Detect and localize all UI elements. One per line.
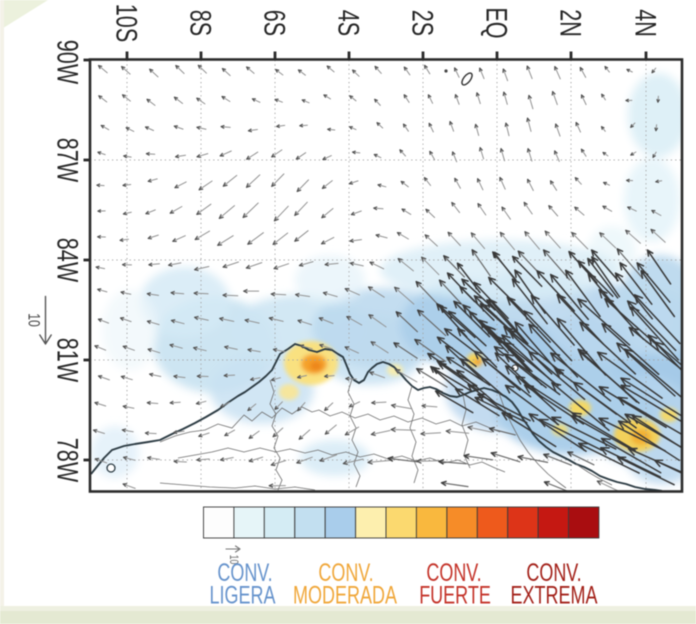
svg-text:8S: 8S — [184, 10, 218, 36]
svg-text:81W: 81W — [51, 338, 85, 383]
svg-text:MODERADA: MODERADA — [293, 581, 397, 610]
svg-text:2S: 2S — [406, 10, 440, 36]
svg-text:78W: 78W — [51, 438, 85, 483]
svg-text:FUERTE: FUERTE — [419, 581, 491, 610]
svg-text:6S: 6S — [258, 10, 292, 36]
svg-text:87W: 87W — [51, 138, 85, 183]
svg-text:EXTREMA: EXTREMA — [511, 581, 598, 610]
svg-text:LIGERA: LIGERA — [210, 581, 276, 610]
svg-text:CONV.: CONV. — [426, 558, 481, 587]
svg-text:10S: 10S — [110, 4, 144, 42]
svg-text:CONV.: CONV. — [318, 558, 373, 587]
svg-text:CONV.: CONV. — [526, 558, 581, 587]
svg-text:10: 10 — [24, 313, 42, 327]
svg-text:84W: 84W — [51, 238, 85, 283]
svg-text:CONV.: CONV. — [217, 558, 272, 587]
svg-text:EQ: EQ — [480, 7, 514, 38]
svg-text:10: 10 — [227, 555, 240, 565]
svg-text:4S: 4S — [332, 10, 366, 36]
svg-text:2N: 2N — [554, 9, 588, 37]
svg-text:90W: 90W — [51, 40, 85, 85]
svg-text:4N: 4N — [629, 9, 663, 37]
